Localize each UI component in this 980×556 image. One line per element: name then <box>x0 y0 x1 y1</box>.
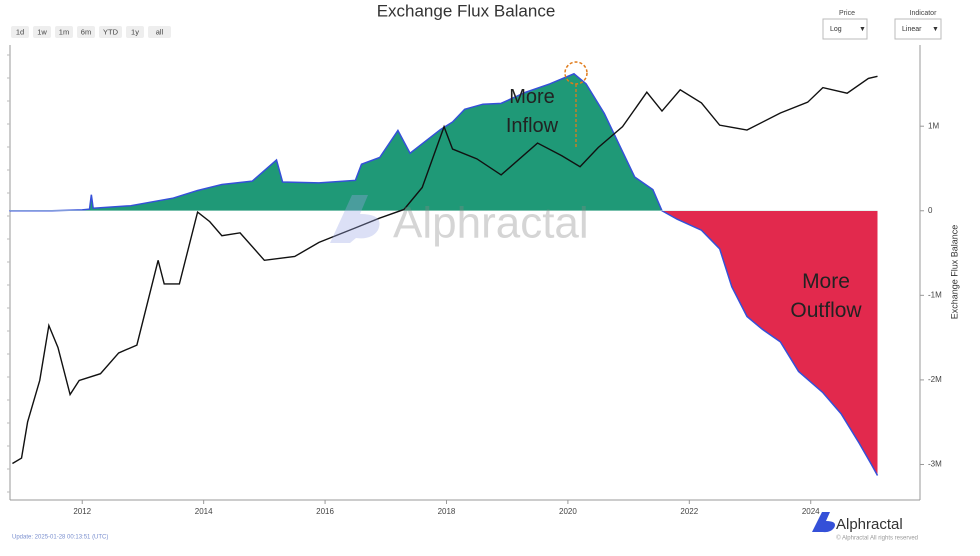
range-button-label: YTD <box>103 27 119 36</box>
indicator-value: Linear <box>902 26 922 33</box>
range-button-label: 1m <box>59 27 69 36</box>
range-button-label: 1y <box>131 27 139 36</box>
indicator-select[interactable] <box>894 18 942 40</box>
range-button[interactable] <box>148 26 171 38</box>
brand-logo <box>812 512 835 533</box>
x-tick-label: 2020 <box>559 507 577 516</box>
range-button-label: all <box>156 27 164 36</box>
watermark-logo <box>330 195 380 243</box>
watermark-text: Alphractal <box>393 199 589 248</box>
y-axis-label: Exchange Flux Balance <box>949 225 959 320</box>
price-label: Price <box>839 10 855 17</box>
indicator-label: Indicator <box>910 10 938 17</box>
range-button[interactable] <box>77 26 95 38</box>
update-text: Update: 2025-01-28 00:13:51 (UTC) <box>12 535 108 541</box>
range-button[interactable] <box>33 26 51 38</box>
plot: 2012 2014 2016 2018 2020 2022 2024 1M 0 -1M -2M -3M <box>7 45 942 516</box>
range-button-label: 6m <box>81 27 91 36</box>
range-button[interactable] <box>126 26 144 38</box>
price-value: Log <box>830 26 842 33</box>
area-negative <box>661 210 878 476</box>
dropdown-arrow: ▼ <box>932 26 939 33</box>
y-tick-label: 0 <box>928 206 933 215</box>
area-outline <box>9 72 879 476</box>
x-tick-label: 2016 <box>316 507 334 516</box>
annotation: More Inflow <box>506 86 559 137</box>
x-tick-label: 2022 <box>680 507 698 516</box>
y-tick-label: -1M <box>928 290 942 299</box>
y-tick-label: 1M <box>928 121 939 130</box>
range-button[interactable] <box>99 26 122 38</box>
range-button[interactable] <box>11 26 29 38</box>
watermark: Alphractal <box>330 195 589 248</box>
range-button[interactable] <box>55 26 73 38</box>
price-line <box>12 75 878 465</box>
y-tick-label: -3M <box>928 460 942 469</box>
chart-title: Exchange Flux Balance <box>377 1 556 20</box>
rights-text: © Alphractal All rights reserved <box>836 535 918 542</box>
brand: Alphractal <box>836 516 903 533</box>
range-button-label: 1d <box>16 27 24 36</box>
dropdown-arrow: ▼ <box>859 26 866 33</box>
x-tick-label: 2012 <box>73 507 91 516</box>
area-positive <box>9 73 878 211</box>
price-select[interactable] <box>822 18 868 40</box>
range-button-label: 1w <box>37 27 47 36</box>
x-tick-label: 2024 <box>802 507 820 516</box>
y-tick-label: -2M <box>928 375 942 384</box>
annotation: More Outflow <box>790 270 862 322</box>
x-tick-label: 2018 <box>438 507 456 516</box>
range-buttons: 1d 1w 1m 6m YTD 1y all <box>11 26 171 38</box>
x-tick-label: 2014 <box>195 507 213 516</box>
